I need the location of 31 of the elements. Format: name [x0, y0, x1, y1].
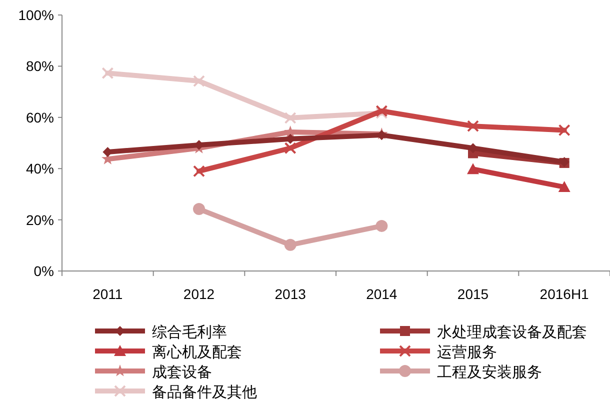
y-tick-label: 40%: [26, 160, 54, 177]
x-tick-label: 2014: [366, 286, 398, 302]
point: [376, 105, 388, 117]
legend-label: 离心机及配套: [152, 344, 242, 361]
point: [376, 107, 388, 120]
point: [284, 112, 296, 124]
point: [376, 220, 388, 232]
point: [284, 142, 296, 154]
x-tick-label: 2011: [92, 286, 123, 302]
legend-label: 水处理成套设备及配套: [437, 324, 587, 341]
point: [193, 165, 205, 178]
legend-label: 运营服务: [437, 344, 497, 361]
legend-label: 综合毛利率: [152, 324, 227, 341]
x-tick-label: 2012: [183, 286, 215, 302]
point: [193, 203, 205, 216]
y-tick-label: 100%: [18, 7, 54, 23]
point: [284, 238, 296, 251]
legend-label: 备品备件及其他: [152, 384, 257, 401]
point: [102, 67, 114, 80]
y-tick-label: 60%: [26, 109, 54, 126]
point: [467, 120, 479, 132]
y-tick-label: 0%: [34, 263, 54, 279]
y-tick-label: 20%: [26, 212, 54, 228]
legend-label: 工程及安装服务: [437, 364, 542, 381]
x-tick-label: 2015: [457, 286, 489, 302]
point: [193, 75, 205, 88]
legend-label: 成套设备: [152, 364, 212, 381]
x-tick-label: 2016H1: [540, 286, 590, 302]
point: [558, 124, 570, 136]
x-tick-label: 2013: [274, 286, 306, 302]
y-tick-label: 80%: [26, 58, 54, 74]
